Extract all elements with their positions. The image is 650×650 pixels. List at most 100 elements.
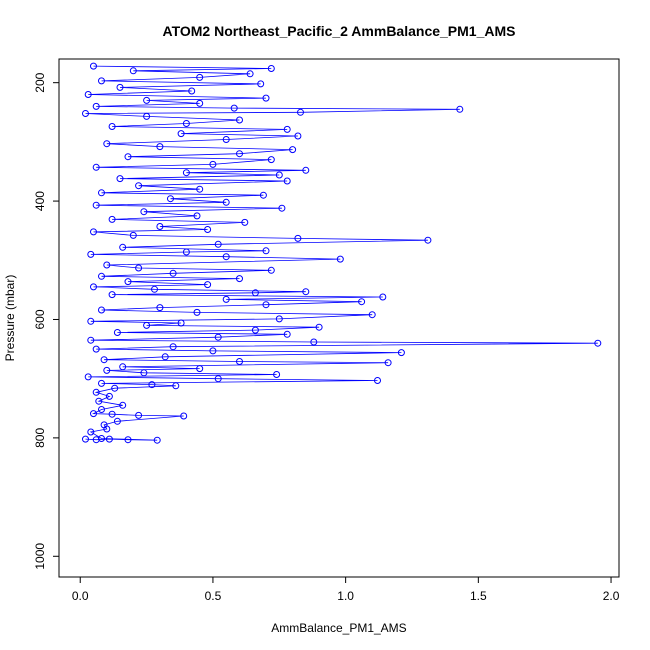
data-point xyxy=(456,105,464,113)
data-point xyxy=(156,304,164,312)
data-point xyxy=(424,236,432,244)
data-point xyxy=(336,255,344,263)
data-point xyxy=(196,73,204,81)
data-point xyxy=(222,136,230,143)
data-point xyxy=(167,195,174,203)
data-point xyxy=(169,269,177,277)
data-point xyxy=(92,436,100,444)
data-point xyxy=(98,379,105,387)
data-point xyxy=(92,388,100,396)
data-point xyxy=(196,365,204,373)
data-point xyxy=(236,116,243,124)
y-tick-label: 1000 xyxy=(33,543,47,570)
data-point xyxy=(105,392,113,400)
data-point xyxy=(294,234,302,242)
data-point xyxy=(143,321,151,329)
data-point xyxy=(251,289,259,297)
data-point xyxy=(214,333,222,341)
data-point xyxy=(302,288,310,296)
data-point xyxy=(105,435,113,443)
data-point xyxy=(259,191,267,199)
data-point xyxy=(100,421,108,429)
plot-area xyxy=(82,62,602,444)
data-point xyxy=(119,363,127,371)
data-point xyxy=(84,91,92,98)
data-point xyxy=(119,401,127,409)
data-point xyxy=(294,132,302,140)
data-point xyxy=(108,410,116,418)
data-point xyxy=(594,339,602,347)
data-point xyxy=(196,185,204,193)
data-point xyxy=(230,104,238,112)
data-point xyxy=(384,359,392,367)
data-point xyxy=(135,264,143,272)
data-point xyxy=(209,160,217,168)
data-point xyxy=(148,381,156,389)
data-point xyxy=(222,198,230,206)
data-point xyxy=(193,308,201,316)
data-point xyxy=(124,436,132,444)
data-point xyxy=(135,411,143,419)
data-point xyxy=(92,163,100,171)
data-point xyxy=(135,182,143,190)
data-point xyxy=(241,218,249,226)
data-point xyxy=(98,189,105,197)
data-point xyxy=(82,435,89,443)
data-point xyxy=(310,338,318,346)
data-point xyxy=(103,261,111,269)
data-point xyxy=(257,80,265,88)
data-point xyxy=(116,83,124,91)
x-axis-label: AmmBalance_PM1_AMS xyxy=(271,621,406,635)
data-point xyxy=(275,315,283,323)
data-point xyxy=(262,301,270,309)
data-point xyxy=(103,366,111,374)
data-point xyxy=(302,166,310,174)
data-point xyxy=(124,153,132,161)
chart-title: ATOM2 Northeast_Pacific_2 AmmBalance_PM1… xyxy=(163,23,516,39)
data-point xyxy=(374,377,381,384)
data-point xyxy=(87,336,95,344)
data-point xyxy=(98,406,105,413)
data-point xyxy=(90,283,97,291)
data-point xyxy=(100,356,108,364)
data-point xyxy=(222,253,230,261)
data-point xyxy=(108,291,116,299)
data-point xyxy=(214,375,222,383)
data-point xyxy=(180,412,188,420)
data-point xyxy=(140,208,148,216)
y-axis: 200 400 600 800 1000 xyxy=(33,72,60,570)
data-point xyxy=(103,140,111,148)
y-tick-label: 800 xyxy=(33,428,47,448)
data-point xyxy=(267,65,275,72)
data-point xyxy=(95,397,103,405)
data-point xyxy=(193,212,201,220)
x-tick-label: 0.0 xyxy=(72,589,89,603)
data-point xyxy=(113,329,121,336)
data-point xyxy=(397,349,405,357)
data-point xyxy=(108,123,116,130)
data-point xyxy=(111,384,119,392)
x-tick-label: 1.5 xyxy=(470,589,487,603)
data-point xyxy=(251,326,259,334)
data-point xyxy=(108,215,116,223)
data-point xyxy=(98,272,105,280)
data-point xyxy=(143,96,151,104)
data-point xyxy=(129,231,137,239)
data-point xyxy=(214,240,222,248)
data-point xyxy=(177,130,185,138)
data-point xyxy=(156,143,164,151)
data-point xyxy=(188,87,196,95)
data-point xyxy=(87,428,95,436)
data-point xyxy=(98,77,105,85)
data-point xyxy=(92,201,100,209)
data-point xyxy=(153,436,161,444)
data-point xyxy=(87,250,95,258)
x-tick-label: 0.5 xyxy=(205,589,222,603)
data-point xyxy=(90,62,97,70)
y-tick-label: 600 xyxy=(33,309,47,329)
data-point xyxy=(156,223,164,230)
data-point xyxy=(182,248,190,256)
data-point xyxy=(98,435,105,442)
data-point xyxy=(196,99,204,107)
